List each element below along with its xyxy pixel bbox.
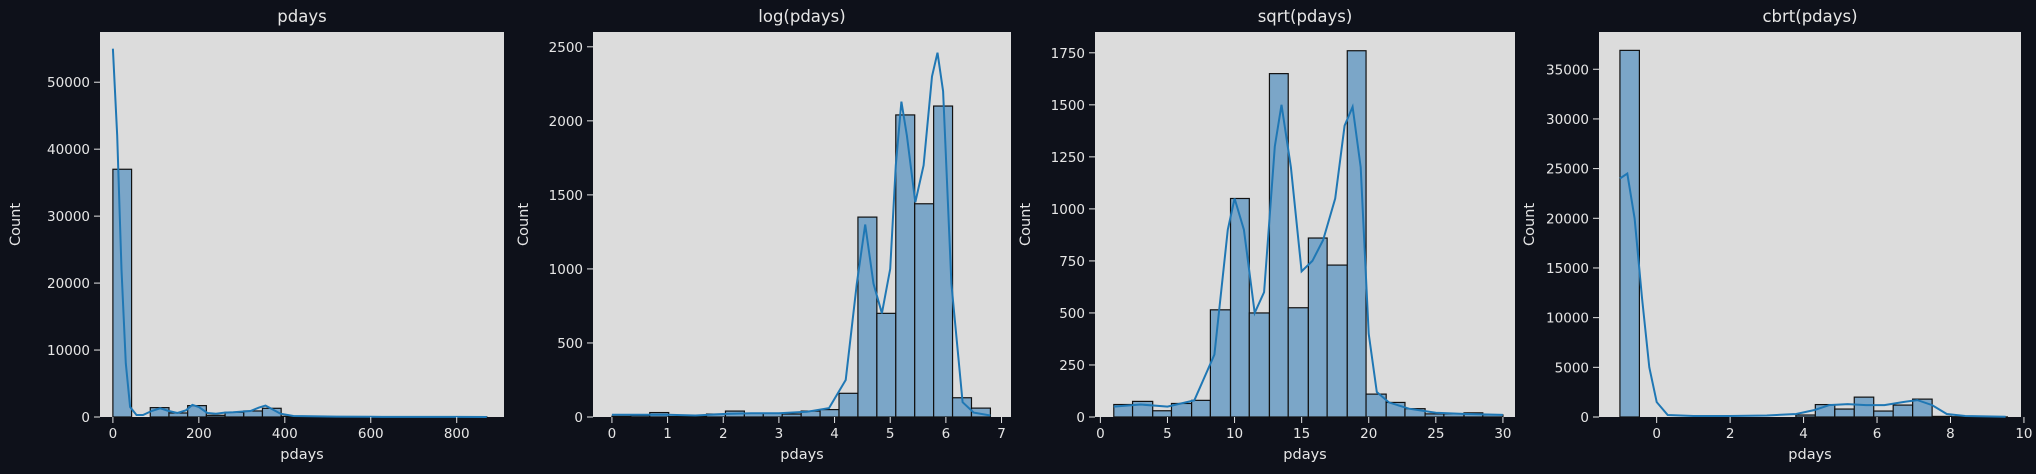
y-axis-label: Count (8, 203, 24, 246)
x-axis-label: pdays (1788, 447, 1831, 463)
x-axis-label: pdays (780, 447, 823, 463)
y-tick-label: 500 (557, 336, 583, 352)
x-tick-label: 0 (1096, 426, 1105, 442)
x-axis-label: pdays (1283, 447, 1326, 463)
histogram-bar (1308, 238, 1327, 417)
histogram-bar (896, 115, 915, 417)
x-tick-label: 5 (886, 426, 895, 442)
y-axis-label: Count (1018, 203, 1034, 246)
chart-panel-1: 0 200 400 600 800 0 10000 20000 30000 40000 50000 p… (8, 7, 504, 463)
y-tick-label: 1250 (1051, 150, 1085, 166)
histogram-bar (1249, 313, 1269, 417)
y-tick-label: 2500 (549, 40, 583, 56)
histogram-bar (1327, 265, 1347, 417)
histogram-bar (877, 313, 896, 417)
x-tick-label: 800 (444, 426, 470, 442)
y-tick-label: 0 (1076, 410, 1085, 426)
histogram-bar (1874, 411, 1893, 417)
histogram-bar (915, 204, 934, 417)
y-tick-label: 250 (1059, 358, 1085, 374)
histogram-bar (206, 415, 225, 417)
chart-title: sqrt(pdays) (1258, 7, 1353, 26)
y-tick-label: 1000 (549, 262, 583, 278)
histogram-bar (1854, 397, 1873, 417)
y-tick-label: 1500 (1051, 98, 1085, 114)
x-tick-label: 2 (719, 426, 728, 442)
histogram-bar (1288, 308, 1308, 417)
x-tick-label: 400 (272, 426, 298, 442)
x-tick-label: 4 (1799, 426, 1808, 442)
histogram-bar (612, 416, 631, 417)
y-tick-label: 0 (81, 410, 90, 426)
x-tick-label: 20 (1360, 426, 1377, 442)
x-tick-label: 7 (997, 426, 1006, 442)
x-tick-label: 600 (358, 426, 384, 442)
y-tick-label: 10000 (1546, 311, 1589, 327)
x-tick-label: 30 (1494, 426, 1511, 442)
histogram-bar (1425, 414, 1444, 417)
y-tick-label: 0 (574, 410, 583, 426)
y-axis-label: Count (516, 203, 532, 246)
histogram-bar (820, 410, 839, 417)
chart-title: cbrt(pdays) (1762, 7, 1857, 26)
x-tick-label: 6 (1873, 426, 1882, 442)
y-tick-label: 10000 (47, 343, 90, 359)
chart-panel-2: 0 1 2 3 4 5 6 7 0 500 1000 1500 2000 2500 log(pdays) pd… (516, 7, 1011, 463)
histogram-bar (1231, 198, 1250, 417)
x-tick-label: 1 (663, 426, 672, 442)
y-tick-label: 30000 (47, 209, 90, 225)
x-tick-label: 2 (1726, 426, 1735, 442)
x-tick-label: 6 (942, 426, 951, 442)
x-tick-label: 200 (186, 426, 212, 442)
histogram-bar (1835, 409, 1854, 417)
x-tick-label: 10 (2015, 426, 2032, 442)
chart-panel-3: 0 5 10 15 20 25 30 0 250 500 750 1000 1250 1500 1750 sq… (1018, 7, 1515, 463)
chart-title: pdays (277, 7, 326, 26)
y-tick-label: 25000 (1546, 162, 1589, 178)
plot-area (1599, 32, 2021, 417)
histogram-bar (1210, 310, 1230, 417)
y-axis-label: Count (1522, 203, 1538, 246)
x-tick-label: 3 (775, 426, 784, 442)
x-tick-label: 5 (1163, 426, 1172, 442)
y-tick-label: 2000 (549, 114, 583, 130)
y-tick-label: 1500 (549, 188, 583, 204)
y-tick-label: 20000 (47, 276, 90, 292)
y-tick-label: 20000 (1546, 211, 1589, 227)
y-tick-label: 40000 (47, 142, 90, 158)
y-tick-label: 500 (1059, 306, 1085, 322)
histogram-bar (839, 393, 858, 417)
y-tick-label: 0 (1580, 410, 1589, 426)
y-tick-label: 1000 (1051, 202, 1085, 218)
x-tick-label: 0 (109, 426, 118, 442)
chart-title: log(pdays) (758, 7, 845, 26)
plot-area (100, 32, 504, 417)
x-tick-label: 10 (1226, 426, 1243, 442)
y-tick-label: 15000 (1546, 261, 1589, 277)
x-tick-label: 0 (608, 426, 617, 442)
x-tick-label: 15 (1293, 426, 1310, 442)
x-axis-label: pdays (280, 447, 323, 463)
histogram-bar (1192, 400, 1211, 417)
y-tick-label: 30000 (1546, 112, 1589, 128)
histogram-bar (1932, 416, 1951, 417)
x-tick-label: 8 (1946, 426, 1955, 442)
y-tick-label: 35000 (1546, 62, 1589, 78)
y-tick-label: 5000 (1555, 360, 1589, 376)
histogram-bar (1153, 411, 1172, 417)
x-tick-label: 25 (1427, 426, 1444, 442)
x-tick-label: 0 (1652, 426, 1661, 442)
y-tick-label: 750 (1059, 254, 1085, 270)
histogram-bar (1893, 405, 1912, 417)
y-tick-label: 1750 (1051, 46, 1085, 62)
y-tick-label: 50000 (47, 75, 90, 91)
x-tick-label: 4 (830, 426, 839, 442)
chart-panel-4: 0 2 4 6 8 10 0 5000 10000 15000 20000 25000 30000 350… (1522, 7, 2033, 463)
histogram-bar (782, 414, 801, 417)
histogram-bar (1796, 415, 1815, 417)
